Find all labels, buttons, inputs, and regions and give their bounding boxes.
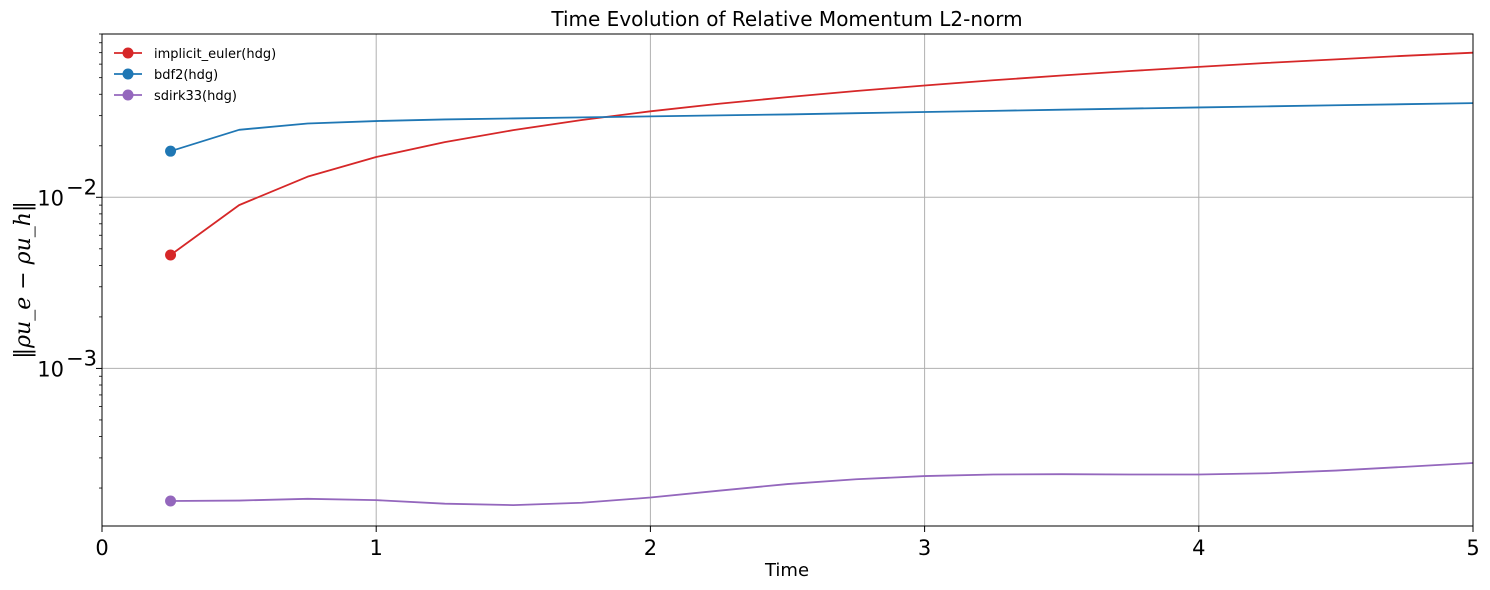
series-line xyxy=(170,462,1474,506)
series-marker xyxy=(165,249,177,261)
legend-label: implicit_euler(hdg) xyxy=(154,47,276,62)
y-axis-label: ‖ρu_e − ρu_h‖ xyxy=(11,201,36,359)
y-tick-label: 10 xyxy=(37,357,64,381)
y-tick-exponent: −2 xyxy=(66,175,97,199)
x-tick-label: 0 xyxy=(95,536,108,560)
series-layer xyxy=(165,51,1474,507)
legend-marker xyxy=(122,89,134,101)
x-axis-label: Time xyxy=(764,560,809,581)
series-line xyxy=(170,102,1474,153)
chart-title: Time Evolution of Relative Momentum L2-n… xyxy=(550,7,1022,31)
legend: implicit_euler(hdg) bdf2(hdg) sdirk33(hdg) xyxy=(114,47,276,104)
axis-ticks: 0 1 2 3 4 510−210−3 xyxy=(37,33,1480,560)
series-line xyxy=(170,51,1474,256)
y-tick-exponent: −3 xyxy=(66,346,97,370)
x-tick-label: 2 xyxy=(644,536,657,560)
legend-label: sdirk33(hdg) xyxy=(154,89,237,104)
x-tick-label: 3 xyxy=(918,536,931,560)
plot-frame xyxy=(101,33,1474,527)
legend-label: bdf2(hdg) xyxy=(154,68,218,83)
x-tick-label: 1 xyxy=(370,536,383,560)
legend-marker xyxy=(122,47,134,59)
x-tick-label: 5 xyxy=(1466,536,1479,560)
series-marker xyxy=(165,145,177,157)
series-marker xyxy=(165,495,177,507)
x-tick-label: 4 xyxy=(1192,536,1205,560)
y-tick-label: 10 xyxy=(37,186,64,210)
legend-marker xyxy=(122,68,134,80)
